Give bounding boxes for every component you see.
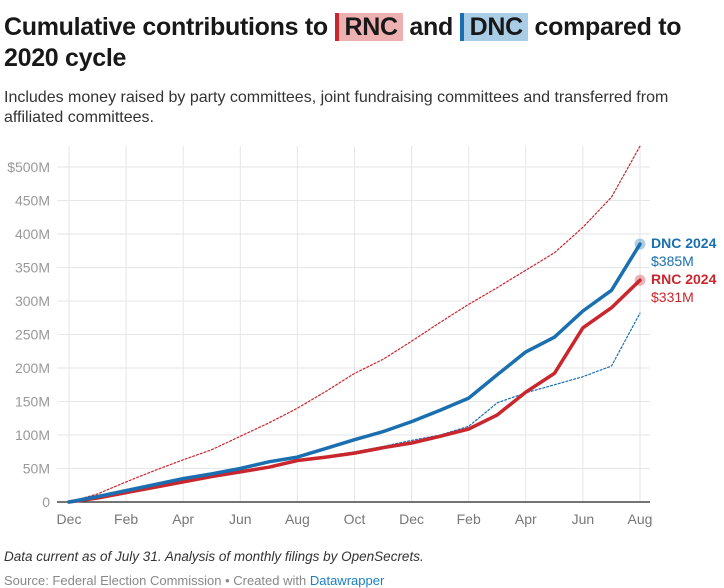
y-tick-label: 450M xyxy=(15,193,50,209)
end-label-value: $385M xyxy=(651,253,694,269)
y-tick-label: 50M xyxy=(23,461,50,477)
y-tick-label: 400M xyxy=(15,226,50,242)
y-tick-label: 0 xyxy=(42,494,50,510)
x-tick-label: Dec xyxy=(57,511,82,527)
series-lines xyxy=(67,145,642,504)
x-tick-label: Jun xyxy=(572,511,595,527)
y-tick-label: 300M xyxy=(15,293,50,309)
line-chart: 0 50M 100M 150M 200M 250M 300M 350M 400M 450M $500… xyxy=(7,145,717,527)
y-tick-label: 350M xyxy=(15,260,50,276)
series-line-rnc-2024 xyxy=(67,278,642,504)
x-tick-label: Aug xyxy=(285,511,310,527)
axes: 0 50M 100M 150M 200M 250M 300M 350M 400M 450M $500… xyxy=(7,159,652,527)
end-label-name: DNC 2024 xyxy=(651,235,717,251)
grid xyxy=(57,146,650,502)
dnc-highlight: DNC xyxy=(459,13,528,41)
x-tick-label: Oct xyxy=(344,511,366,527)
y-tick-label: 250M xyxy=(15,327,50,343)
end-label-name: RNC 2024 xyxy=(651,271,717,287)
series-line-rnc-2020 xyxy=(68,145,641,503)
rnc-highlight: RNC xyxy=(334,13,403,41)
series-line-dnc-2024 xyxy=(67,242,642,504)
datawrapper-link[interactable]: Datawrapper xyxy=(309,573,385,588)
title-text: compared to 2020 cycle xyxy=(4,13,682,72)
y-tick-label: 100M xyxy=(15,427,50,443)
title-text: and xyxy=(402,13,460,41)
chart-notes: Data current as of July 31. Analysis of … xyxy=(4,549,424,564)
y-tick-label: $500M xyxy=(7,159,50,175)
y-tick-label: 200M xyxy=(15,360,50,376)
end-point-halo xyxy=(634,238,646,250)
end-labels: RNC 2024 $331M DNC 2024 $385M xyxy=(634,235,717,305)
chart-source: Source: Federal Election Commission • Cr… xyxy=(4,573,384,588)
chart-title: Cumulative contributions to RNC and DNC … xyxy=(4,12,720,74)
x-tick-label: Aug xyxy=(628,511,653,527)
end-point-halo xyxy=(634,274,646,286)
y-tick-label: 150M xyxy=(15,394,50,410)
source-text: Source: Federal Election Commission • Cr… xyxy=(4,573,310,588)
x-tick-label: Feb xyxy=(457,511,481,527)
x-tick-label: Feb xyxy=(114,511,138,527)
x-tick-label: Apr xyxy=(515,511,537,527)
title-text: Cumulative contributions to xyxy=(4,13,335,41)
chart-subtitle: Includes money raised by party committee… xyxy=(4,89,669,126)
x-tick-label: Dec xyxy=(399,511,424,527)
x-tick-label: Apr xyxy=(172,511,194,527)
end-label-value: $331M xyxy=(651,289,694,305)
x-tick-label: Jun xyxy=(229,511,252,527)
